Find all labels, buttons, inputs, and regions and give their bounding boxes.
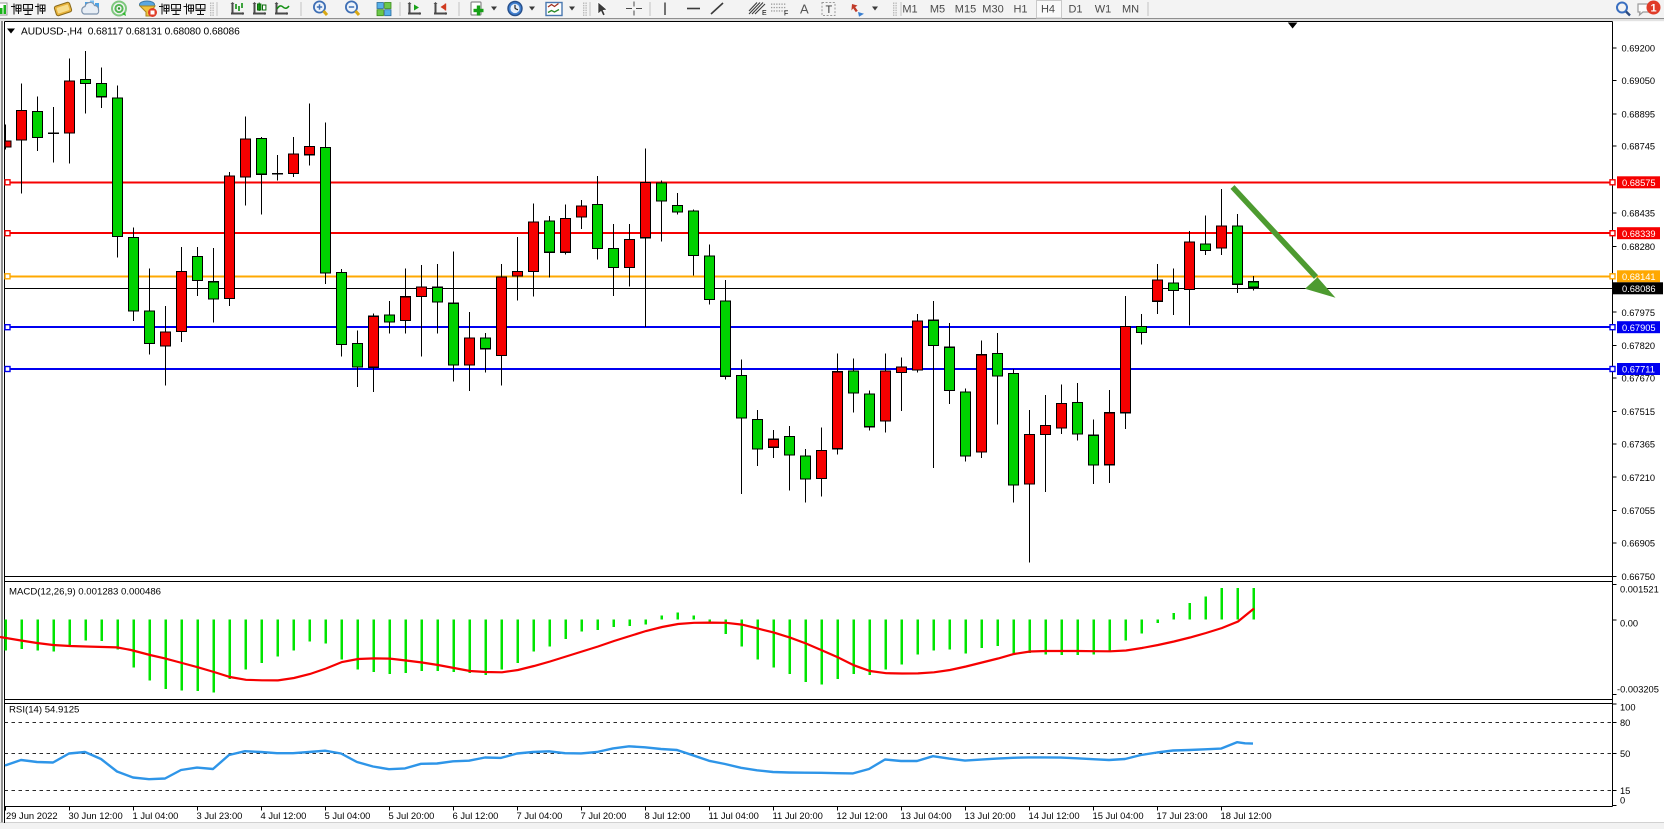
svg-text:50: 50 bbox=[1620, 749, 1630, 759]
svg-text:0.69050: 0.69050 bbox=[1622, 76, 1656, 86]
svg-text:M30: M30 bbox=[982, 4, 1003, 16]
svg-text:0.67820: 0.67820 bbox=[1622, 341, 1656, 351]
svg-text:5 Jul 20:00: 5 Jul 20:00 bbox=[389, 810, 435, 821]
svg-text:80: 80 bbox=[1620, 718, 1630, 728]
svg-text:0.67210: 0.67210 bbox=[1622, 473, 1656, 483]
svg-text:D1: D1 bbox=[1068, 4, 1082, 16]
svg-text:0.67905: 0.67905 bbox=[1622, 323, 1656, 333]
svg-text:M15: M15 bbox=[955, 4, 976, 16]
svg-text:30 Jun 12:00: 30 Jun 12:00 bbox=[69, 810, 123, 821]
svg-text:11 Jul 20:00: 11 Jul 20:00 bbox=[773, 810, 823, 821]
svg-text:0.68895: 0.68895 bbox=[1622, 109, 1656, 119]
svg-text:0.68141: 0.68141 bbox=[1622, 272, 1656, 282]
svg-text:MN: MN bbox=[1122, 4, 1139, 16]
svg-text:7 Jul 04:00: 7 Jul 04:00 bbox=[517, 810, 563, 821]
svg-text:0.67975: 0.67975 bbox=[1622, 308, 1656, 318]
svg-text:0.68575: 0.68575 bbox=[1622, 178, 1656, 188]
svg-text:H1: H1 bbox=[1013, 4, 1027, 16]
svg-text:4 Jul 12:00: 4 Jul 12:00 bbox=[261, 810, 307, 821]
svg-text:7 Jul 20:00: 7 Jul 20:00 bbox=[581, 810, 627, 821]
svg-text:-0.003205: -0.003205 bbox=[1617, 685, 1659, 695]
svg-text:15 Jul 04:00: 15 Jul 04:00 bbox=[1093, 810, 1144, 821]
svg-text:14 Jul 12:00: 14 Jul 12:00 bbox=[1029, 810, 1080, 821]
svg-text:M5: M5 bbox=[930, 4, 945, 16]
svg-text:M1: M1 bbox=[902, 4, 917, 16]
svg-text:1: 1 bbox=[1650, 3, 1656, 15]
svg-text:W1: W1 bbox=[1095, 4, 1112, 16]
svg-text:0.68086: 0.68086 bbox=[1622, 284, 1656, 294]
svg-text:0.001521: 0.001521 bbox=[1620, 585, 1659, 595]
svg-text:1 Jul 04:00: 1 Jul 04:00 bbox=[133, 810, 179, 821]
svg-text:13 Jul 04:00: 13 Jul 04:00 bbox=[901, 810, 952, 821]
svg-text:0: 0 bbox=[1620, 796, 1625, 806]
svg-text:0.67055: 0.67055 bbox=[1622, 506, 1656, 516]
svg-text:0.67670: 0.67670 bbox=[1622, 374, 1656, 384]
svg-text:MACD(12,26,9) 0.001283 0.00048: MACD(12,26,9) 0.001283 0.000486 bbox=[9, 587, 161, 598]
svg-text:29 Jun 2022: 29 Jun 2022 bbox=[6, 810, 58, 821]
svg-text:100: 100 bbox=[1620, 703, 1636, 713]
svg-text:3 Jul 23:00: 3 Jul 23:00 bbox=[197, 810, 243, 821]
svg-text:0.67365: 0.67365 bbox=[1622, 439, 1656, 449]
svg-text:0.68435: 0.68435 bbox=[1622, 209, 1656, 219]
svg-text:0.68339: 0.68339 bbox=[1622, 229, 1656, 239]
svg-text:13 Jul 20:00: 13 Jul 20:00 bbox=[965, 810, 1016, 821]
svg-text:E: E bbox=[762, 10, 767, 17]
svg-text:RSI(14) 54.9125: RSI(14) 54.9125 bbox=[9, 705, 79, 716]
svg-text:0.67515: 0.67515 bbox=[1622, 407, 1656, 417]
svg-text:0.66750: 0.66750 bbox=[1622, 572, 1656, 582]
svg-text:F: F bbox=[784, 11, 788, 18]
svg-text:12 Jul 12:00: 12 Jul 12:00 bbox=[837, 810, 888, 821]
svg-text:A: A bbox=[800, 2, 809, 17]
svg-text:8 Jul 12:00: 8 Jul 12:00 bbox=[645, 810, 691, 821]
svg-text:0.66905: 0.66905 bbox=[1622, 539, 1656, 549]
svg-text:11 Jul 04:00: 11 Jul 04:00 bbox=[709, 810, 759, 821]
svg-text:0.67711: 0.67711 bbox=[1622, 365, 1655, 375]
svg-text:6 Jul 12:00: 6 Jul 12:00 bbox=[453, 810, 499, 821]
svg-text:0.68745: 0.68745 bbox=[1622, 142, 1656, 152]
svg-text:15: 15 bbox=[1620, 786, 1630, 796]
svg-text:0.00: 0.00 bbox=[1620, 619, 1638, 629]
svg-text:18 Jul 12:00: 18 Jul 12:00 bbox=[1221, 810, 1272, 821]
svg-text:0.69200: 0.69200 bbox=[1622, 44, 1656, 54]
svg-text:5 Jul 04:00: 5 Jul 04:00 bbox=[325, 810, 371, 821]
svg-text:T: T bbox=[826, 4, 833, 16]
svg-text:0.68280: 0.68280 bbox=[1622, 242, 1656, 252]
svg-text:AUDUSD-,H4 0.68117 0.68131 0.: AUDUSD-,H4 0.68117 0.68131 0.68080 0.680… bbox=[21, 27, 240, 38]
svg-text:H4: H4 bbox=[1041, 4, 1055, 16]
svg-text:17 Jul 23:00: 17 Jul 23:00 bbox=[1157, 810, 1208, 821]
